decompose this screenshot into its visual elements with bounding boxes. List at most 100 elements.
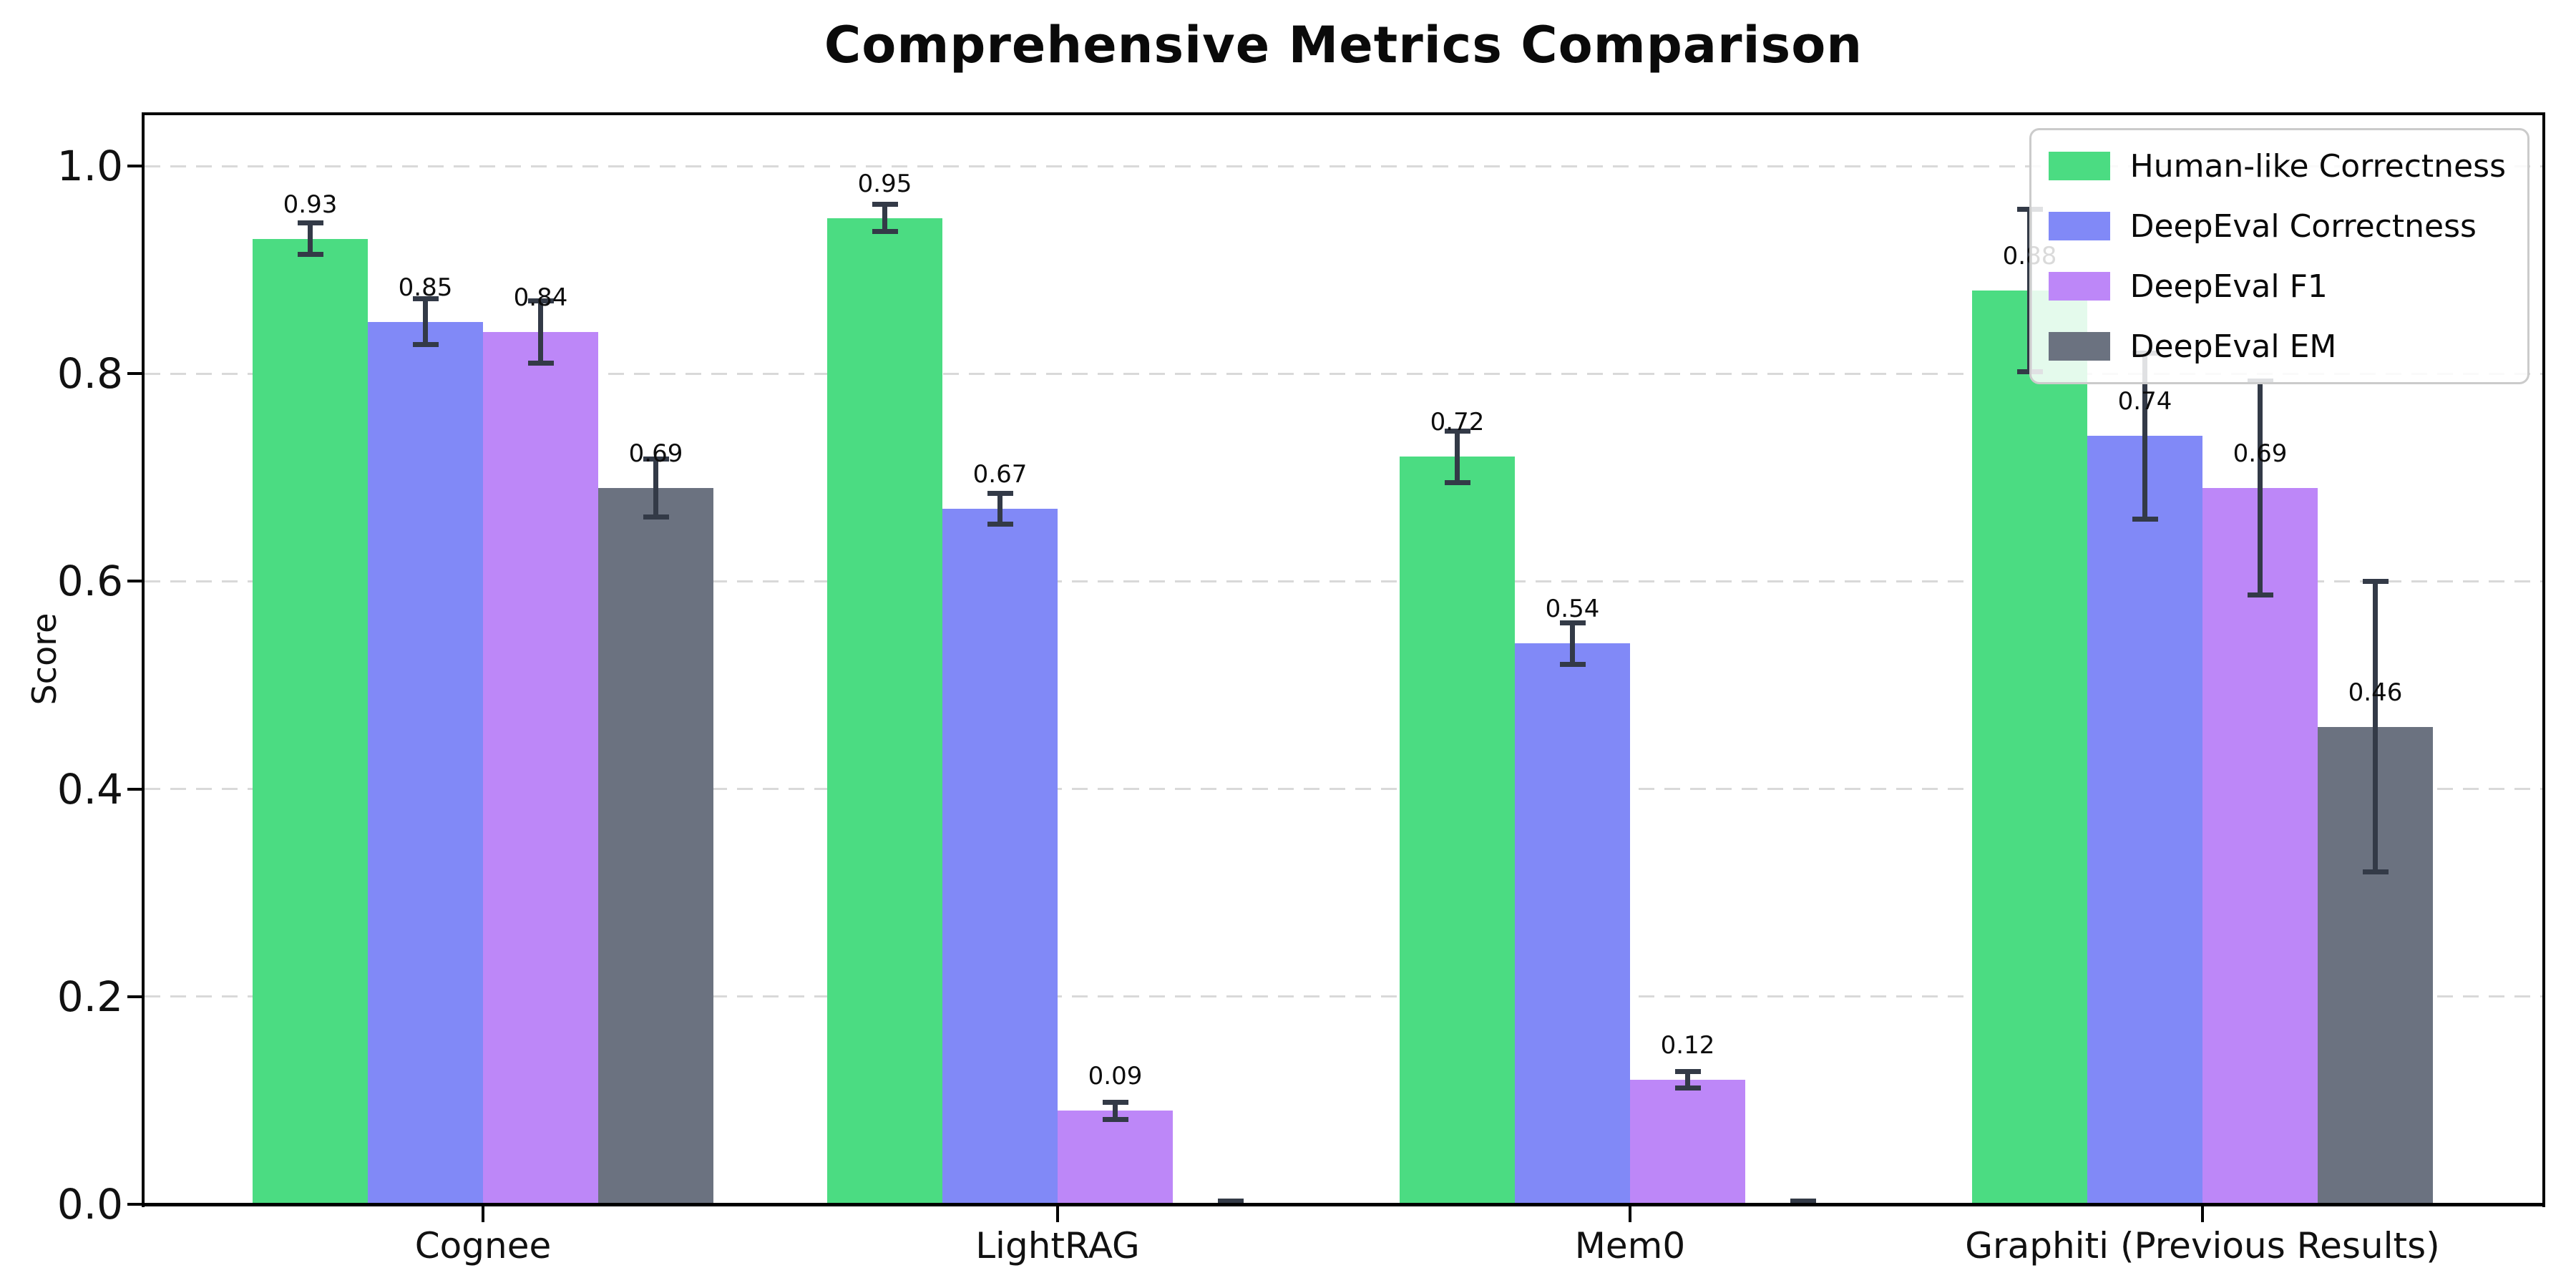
axis-spine-right (2542, 112, 2545, 1207)
gridline-0.4 (145, 788, 2542, 791)
bar-graphiti-previous-results-deepeval-correctness (2087, 436, 2202, 1204)
y-tick-label-0.8: 0.8 (57, 349, 123, 399)
errorbar-graphiti-previous-results-deepeval-f1 (2258, 381, 2263, 595)
bar-cognee-deepeval-em (598, 487, 713, 1204)
errorbar-cognee-deepeval-f1 (538, 301, 543, 364)
axis-spine-top (142, 112, 2545, 115)
errorbar-cap-bottom-lightrag-deepeval-f1 (1102, 1116, 1128, 1122)
x-tick-label-cognee: Cognee (414, 1225, 552, 1267)
errorbar-cap-bottom-graphiti-previous-results-deepeval-correctness (2132, 516, 2158, 522)
bar-lightrag-deepeval-correctness (942, 508, 1058, 1204)
errorbar-cap-top-cognee-human-like-correctness (297, 220, 323, 226)
bar-value-label-mem0-deepeval-f1: 0.12 (1660, 1030, 1715, 1060)
errorbar-cognee-deepeval-correctness (423, 298, 428, 345)
axis-spine-bottom (142, 1203, 2545, 1206)
errorbar-cap-top-mem0-deepeval-correctness (1559, 620, 1586, 625)
gridline-1.0 (145, 165, 2542, 167)
errorbar-graphiti-previous-results-deepeval-correctness (2142, 353, 2147, 519)
y-tick-label-0.0: 0.0 (57, 1180, 123, 1229)
errorbar-cap-top-mem0-deepeval-f1 (1674, 1068, 1701, 1074)
bar-cognee-human-like-correctness (253, 238, 368, 1204)
errorbar-mem0-deepeval-f1 (1685, 1071, 1690, 1088)
errorbar-cap-bottom-mem0-human-like-correctness (1444, 480, 1470, 486)
errorbar-cap-top-mem0-human-like-correctness (1444, 428, 1470, 434)
y-tick-label-1.0: 1.0 (57, 142, 123, 190)
legend-label-deepeval-em: DeepEval EM (2129, 328, 2337, 365)
errorbar-cap-bottom-cognee-deepeval-correctness (412, 342, 439, 348)
legend-label-deepeval-f1: DeepEval F1 (2129, 268, 2328, 305)
errorbar-cap-top-cognee-deepeval-f1 (527, 298, 554, 304)
errorbar-cap-top-cognee-deepeval-em (643, 456, 669, 462)
legend-item-deepeval-f1: DeepEval F1 (2048, 256, 2506, 316)
gridline-0.6 (145, 580, 2542, 582)
errorbar-cap-bottom-mem0-deepeval-f1 (1674, 1085, 1701, 1091)
errorbar-cap-bottom-cognee-deepeval-f1 (527, 361, 554, 366)
legend-label-human-like-correctness: Human-like Correctness (2129, 147, 2506, 185)
x-tick-label-graphiti-previous-results: Graphiti (Previous Results) (1965, 1225, 2440, 1267)
y-tick-0.8 (127, 372, 142, 376)
bar-value-label-graphiti-previous-results-deepeval-f1: 0.69 (2233, 439, 2288, 468)
bar-value-label-graphiti-previous-results-deepeval-em: 0.46 (2348, 678, 2403, 707)
bar-cognee-deepeval-f1 (483, 332, 598, 1204)
x-tick-graphiti-previous-results (2201, 1206, 2204, 1222)
errorbar-lightrag-deepeval-f1 (1113, 1102, 1118, 1119)
bar-mem0-human-like-correctness (1400, 457, 1515, 1204)
bar-value-label-lightrag-deepeval-f1: 0.09 (1088, 1062, 1143, 1091)
gridline-0.8 (145, 372, 2542, 375)
legend-swatch-deepeval-em (2048, 332, 2110, 361)
errorbar-cap-bottom-graphiti-previous-results-deepeval-f1 (2247, 592, 2273, 597)
bar-graphiti-previous-results-deepeval-f1 (2202, 487, 2318, 1204)
bar-graphiti-previous-results-human-like-correctness (1972, 291, 2087, 1204)
errorbar-cap-top-mem0-deepeval-em (1790, 1199, 1816, 1204)
axis-spine-left (142, 112, 145, 1207)
legend-label-deepeval-correctness: DeepEval Correctness (2129, 208, 2477, 245)
bar-value-label-lightrag-human-like-correctness: 0.95 (857, 169, 912, 198)
errorbar-cap-top-lightrag-human-like-correctness (872, 202, 898, 208)
y-tick-0.2 (127, 995, 142, 998)
legend-swatch-human-like-correctness (2048, 152, 2110, 180)
bar-lightrag-human-like-correctness (827, 218, 942, 1204)
errorbar-cap-bottom-lightrag-deepeval-correctness (987, 522, 1013, 527)
bar-cognee-deepeval-correctness (368, 321, 483, 1204)
bar-value-label-cognee-deepeval-f1: 0.84 (513, 283, 568, 313)
errorbar-cap-bottom-lightrag-human-like-correctness (872, 228, 898, 234)
errorbar-lightrag-human-like-correctness (882, 204, 887, 232)
y-tick-0.6 (127, 580, 142, 583)
errorbar-cap-bottom-cognee-deepeval-em (643, 514, 669, 519)
gridline-0.2 (145, 995, 2542, 998)
y-tick-label-0.2: 0.2 (57, 972, 123, 1021)
errorbar-cap-top-lightrag-deepeval-correctness (987, 490, 1013, 496)
bar-lightrag-deepeval-f1 (1058, 1111, 1173, 1204)
errorbar-cap-top-lightrag-deepeval-f1 (1102, 1100, 1128, 1106)
legend: Human-like Correctness DeepEval Correctne… (2029, 128, 2529, 384)
bar-value-label-mem0-deepeval-correctness: 0.54 (1545, 595, 1600, 624)
x-tick-lightrag (1056, 1206, 1059, 1222)
chart-title: Comprehensive Metrics Comparison (824, 16, 1863, 74)
legend-swatch-deepeval-f1 (2048, 272, 2110, 301)
errorbar-graphiti-previous-results-deepeval-em (2373, 581, 2378, 872)
y-axis-label: Score (25, 613, 64, 706)
y-tick-0.0 (127, 1203, 142, 1206)
y-tick-label-0.6: 0.6 (57, 557, 123, 606)
bar-value-label-cognee-deepeval-correctness: 0.85 (398, 273, 453, 302)
bar-mem0-deepeval-f1 (1630, 1079, 1745, 1204)
bar-value-label-lightrag-deepeval-correctness: 0.67 (972, 459, 1028, 489)
legend-swatch-deepeval-correctness (2048, 212, 2110, 240)
x-tick-cognee (482, 1206, 484, 1222)
x-tick-label-lightrag: LightRAG (975, 1225, 1140, 1267)
y-tick-1.0 (127, 165, 142, 167)
errorbar-cap-top-lightrag-deepeval-em (1217, 1199, 1244, 1204)
x-tick-label-mem0: Mem0 (1574, 1225, 1686, 1267)
errorbar-mem0-deepeval-correctness (1570, 623, 1575, 665)
legend-item-human-like-correctness: Human-like Correctness (2048, 136, 2506, 196)
bar-value-label-cognee-human-like-correctness: 0.93 (283, 190, 338, 219)
bar-mem0-deepeval-correctness (1515, 643, 1630, 1204)
bar-value-label-graphiti-previous-results-deepeval-correctness: 0.74 (2117, 387, 2172, 416)
errorbar-cap-top-cognee-deepeval-correctness (412, 296, 439, 302)
errorbar-cap-bottom-cognee-human-like-correctness (297, 251, 323, 257)
bar-value-label-mem0-human-like-correctness: 0.72 (1430, 408, 1485, 437)
errorbar-cognee-human-like-correctness (308, 223, 313, 255)
errorbar-lightrag-deepeval-correctness (997, 493, 1002, 525)
errorbar-cap-bottom-mem0-deepeval-correctness (1559, 661, 1586, 667)
x-tick-mem0 (1629, 1206, 1631, 1222)
